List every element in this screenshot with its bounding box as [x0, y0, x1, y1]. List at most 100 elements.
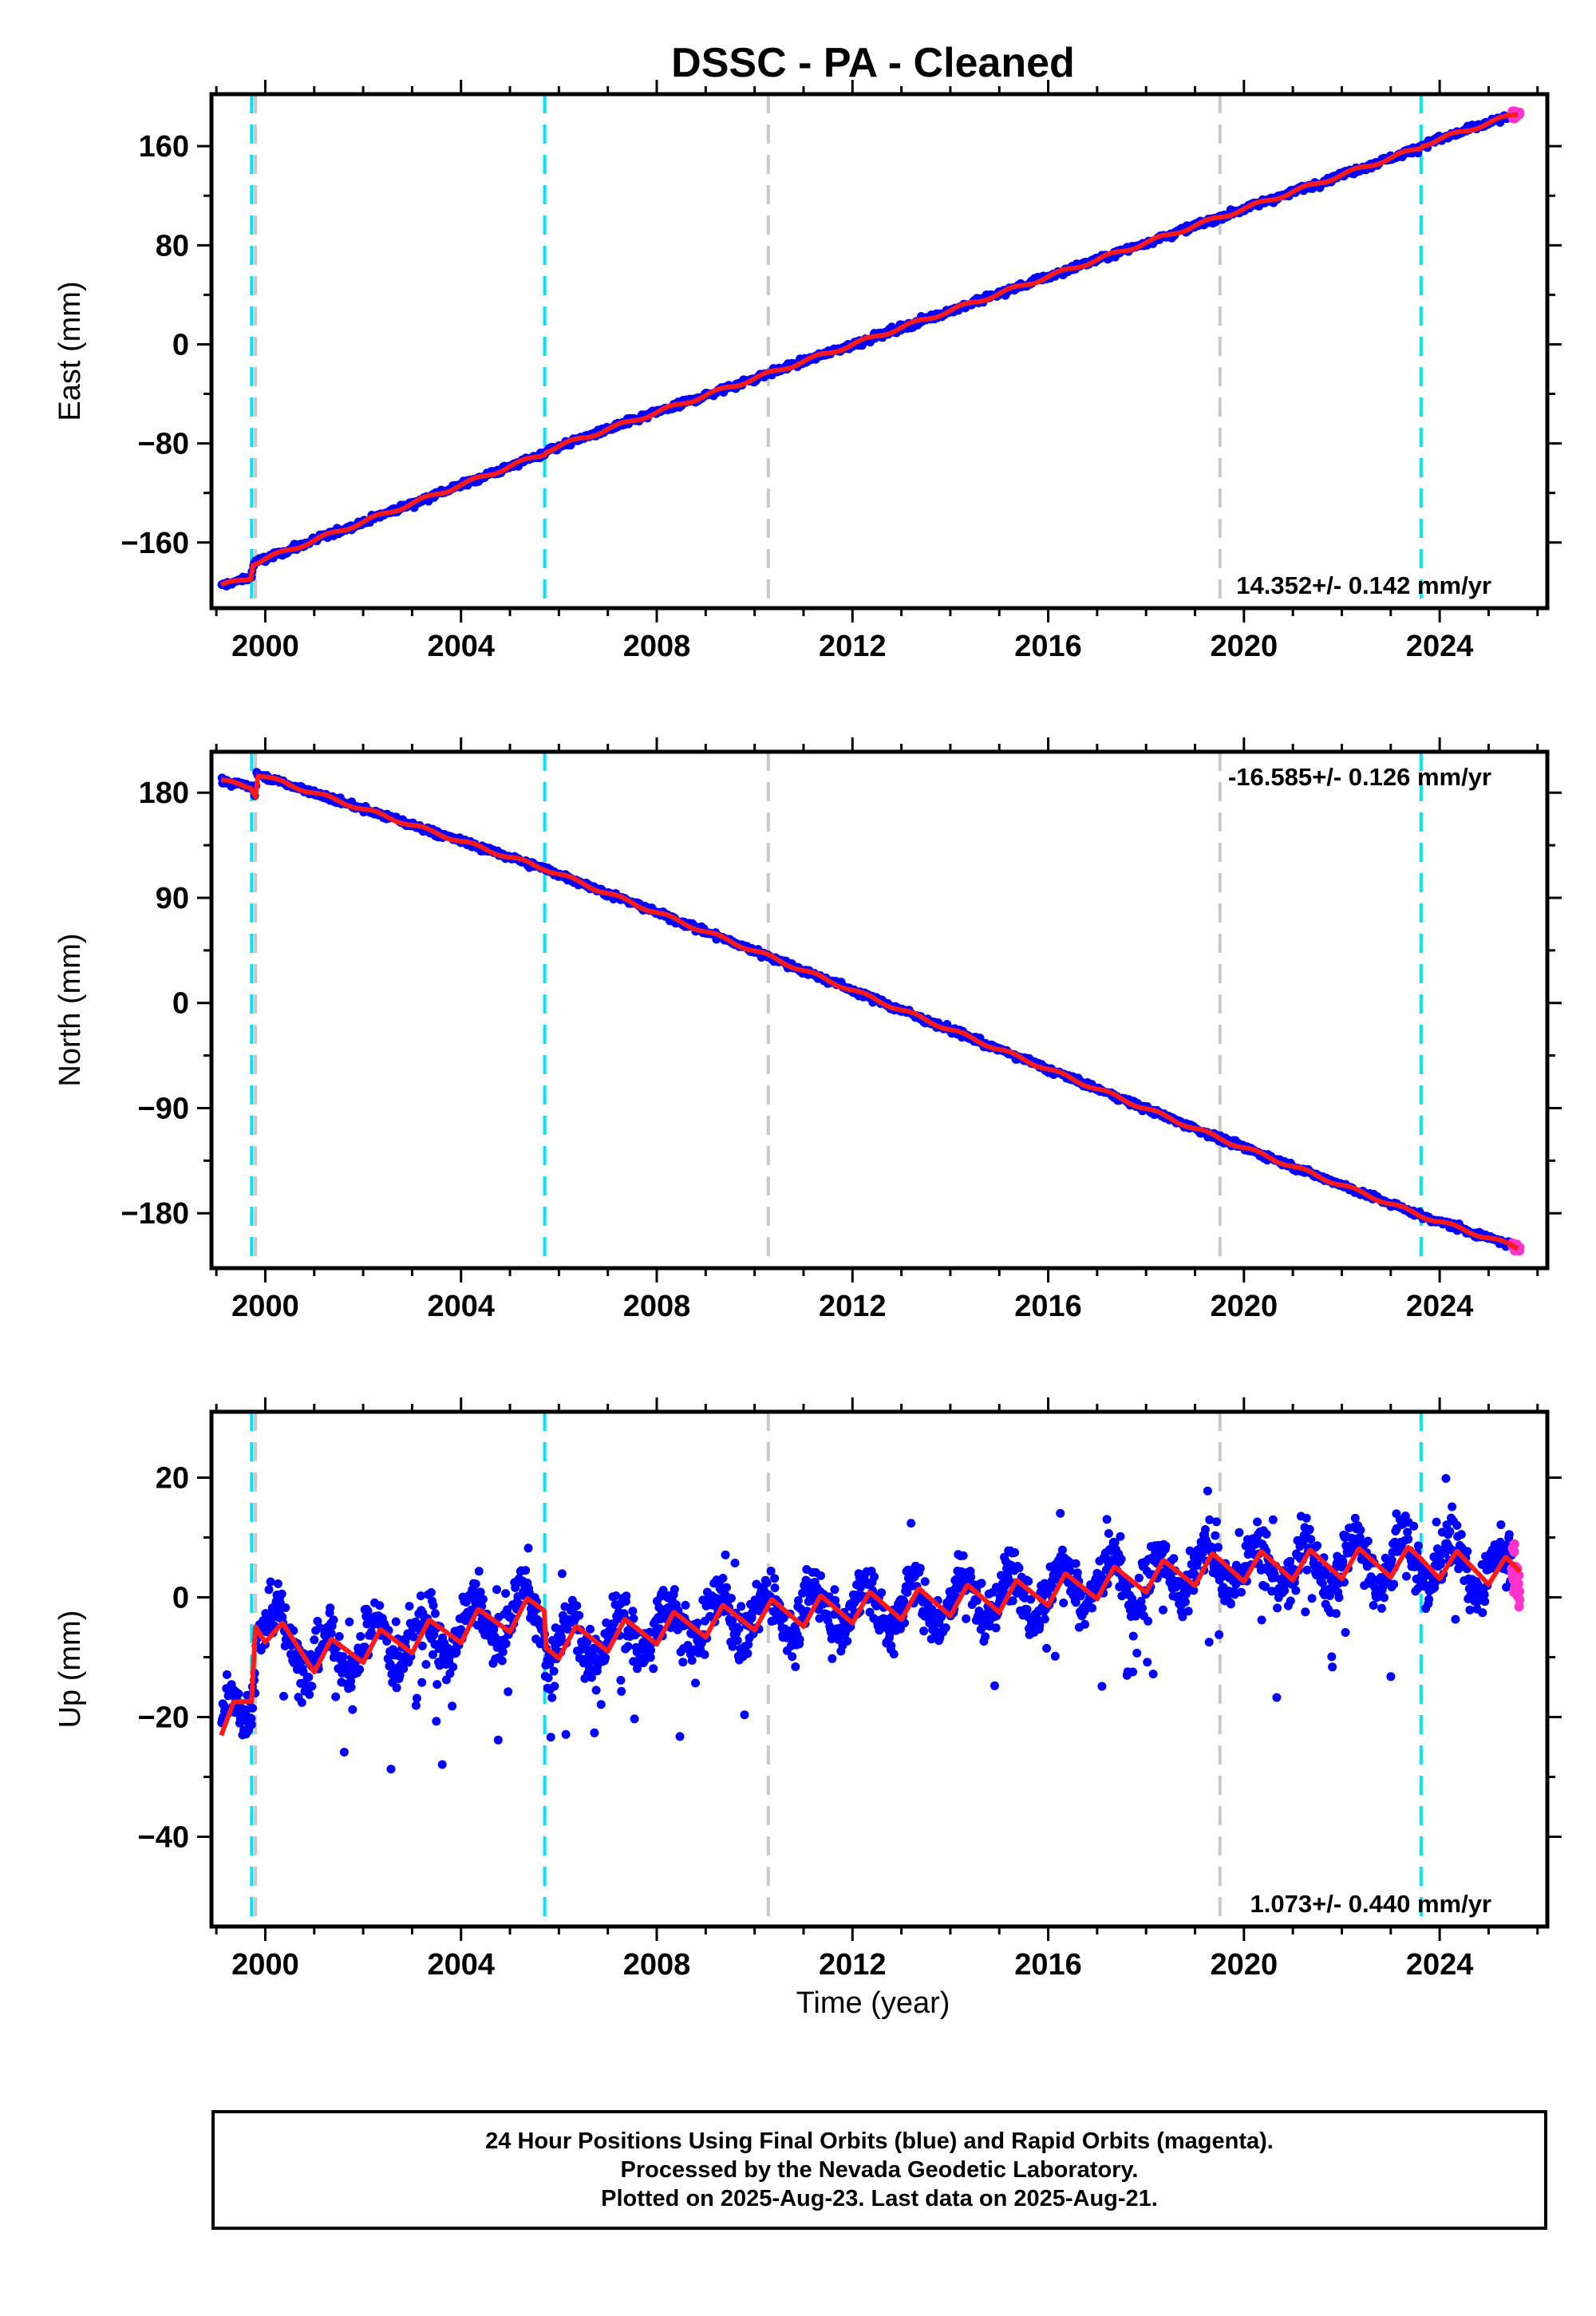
data-point [504, 1687, 513, 1697]
data-point [730, 1559, 740, 1567]
data-point [830, 1585, 839, 1595]
data-point [617, 1686, 626, 1696]
data-point [326, 1603, 335, 1613]
data-point [331, 1692, 341, 1701]
data-point [326, 1629, 336, 1638]
data-point [1237, 1587, 1246, 1597]
data-point [1380, 1593, 1389, 1603]
data-point [355, 1665, 365, 1674]
x-tick-label: 2016 [1014, 1290, 1082, 1323]
data-point [601, 1653, 610, 1662]
data-point [1214, 1543, 1223, 1552]
data-point [1441, 1474, 1451, 1483]
data-point [670, 1585, 679, 1595]
data-point [1059, 1599, 1069, 1607]
rate-label: 1.073+/- 0.440 mm/yr [1250, 1890, 1491, 1918]
data-point [1040, 1614, 1049, 1624]
footer-box: 24 Hour Positions Using Final Orbits (bl… [211, 2110, 1547, 2230]
data-point [1307, 1594, 1317, 1603]
x-tick-label: 2000 [231, 630, 299, 663]
data-point [622, 1591, 631, 1601]
data-point [740, 1710, 749, 1720]
x-tick-label: 2004 [427, 1290, 495, 1323]
data-point [1143, 1658, 1152, 1667]
y-axis-label: North (mm) [53, 933, 87, 1086]
data-point [222, 1670, 231, 1679]
data-point [1180, 1597, 1190, 1607]
data-point [887, 1641, 896, 1650]
x-tick-label: 2008 [623, 1290, 691, 1323]
data-point [492, 1585, 501, 1595]
data-point [962, 1614, 971, 1623]
data-point [1401, 1571, 1411, 1581]
y-tick-label: −20 [138, 1701, 189, 1735]
data-point [266, 1577, 275, 1587]
y-tick-label: −90 [138, 1092, 189, 1125]
data-point [432, 1717, 441, 1726]
data-point [734, 1624, 744, 1634]
data-point [1050, 1651, 1060, 1661]
data-point [1183, 1607, 1193, 1616]
data-point [1212, 1517, 1221, 1527]
data-point [1010, 1547, 1020, 1557]
data-point [1377, 1603, 1386, 1613]
data-point [1515, 1595, 1525, 1605]
data-point [1328, 1662, 1337, 1672]
data-point [919, 1626, 929, 1636]
data-point [870, 1572, 879, 1582]
data-point [1257, 1615, 1266, 1625]
x-axis-label: Time (year) [796, 1986, 950, 2020]
x-tick-label: 2008 [623, 630, 691, 663]
y-tick-label: 0 [172, 1582, 189, 1615]
data-point [412, 1694, 421, 1703]
data-point [1211, 1531, 1220, 1540]
data-point [1128, 1631, 1138, 1641]
data-point [498, 1647, 508, 1657]
data-point [1286, 1596, 1295, 1606]
data-point [1102, 1515, 1112, 1524]
data-point [356, 1632, 365, 1641]
data-point [623, 1642, 633, 1651]
x-tick-label: 2012 [819, 1290, 887, 1323]
data-point [762, 1579, 772, 1587]
data-point [770, 1574, 780, 1583]
x-tick-label: 2024 [1406, 1948, 1474, 1982]
data-point [1169, 1554, 1179, 1563]
y-tick-label: 90 [156, 882, 189, 915]
data-point [1334, 1593, 1344, 1603]
x-tick-label: 2004 [427, 630, 495, 663]
data-point [501, 1589, 511, 1599]
data-point [700, 1650, 709, 1659]
data-point [386, 1765, 396, 1774]
x-tick-label: 2012 [819, 1948, 887, 1982]
data-point [247, 1720, 256, 1729]
data-point [1073, 1568, 1082, 1578]
data-point [429, 1601, 438, 1611]
data-point [307, 1682, 317, 1691]
data-point [727, 1594, 736, 1603]
chart-title: DSSC - PA - Cleaned [671, 40, 1075, 86]
data-point [471, 1579, 480, 1589]
data-point [816, 1571, 825, 1580]
y-tick-label: 0 [172, 328, 189, 362]
data-point [1071, 1559, 1080, 1568]
data-point [1116, 1555, 1126, 1564]
data-point [1424, 1595, 1434, 1604]
data-point [426, 1588, 436, 1597]
data-point [1331, 1609, 1341, 1618]
data-point [557, 1569, 567, 1579]
data-point [391, 1617, 401, 1626]
data-point [788, 1652, 797, 1662]
footer-line-2: Processed by the Nevada Geodetic Laborat… [620, 2157, 1139, 2183]
data-point [770, 1583, 780, 1593]
data-point [1097, 1682, 1107, 1691]
footer-line-3: Plotted on 2025-Aug-23. Last data on 202… [601, 2186, 1158, 2211]
data-point [405, 1602, 414, 1611]
data-point [329, 1615, 338, 1625]
data-point [1386, 1672, 1396, 1682]
data-point [791, 1662, 800, 1671]
panel-2: 2000 2004 2008 2012 2016 2020 2024 180 90 0 −90 −18… [53, 737, 1562, 1323]
data-point [907, 1519, 916, 1528]
data-point [1088, 1603, 1097, 1613]
data-point [1273, 1603, 1282, 1613]
